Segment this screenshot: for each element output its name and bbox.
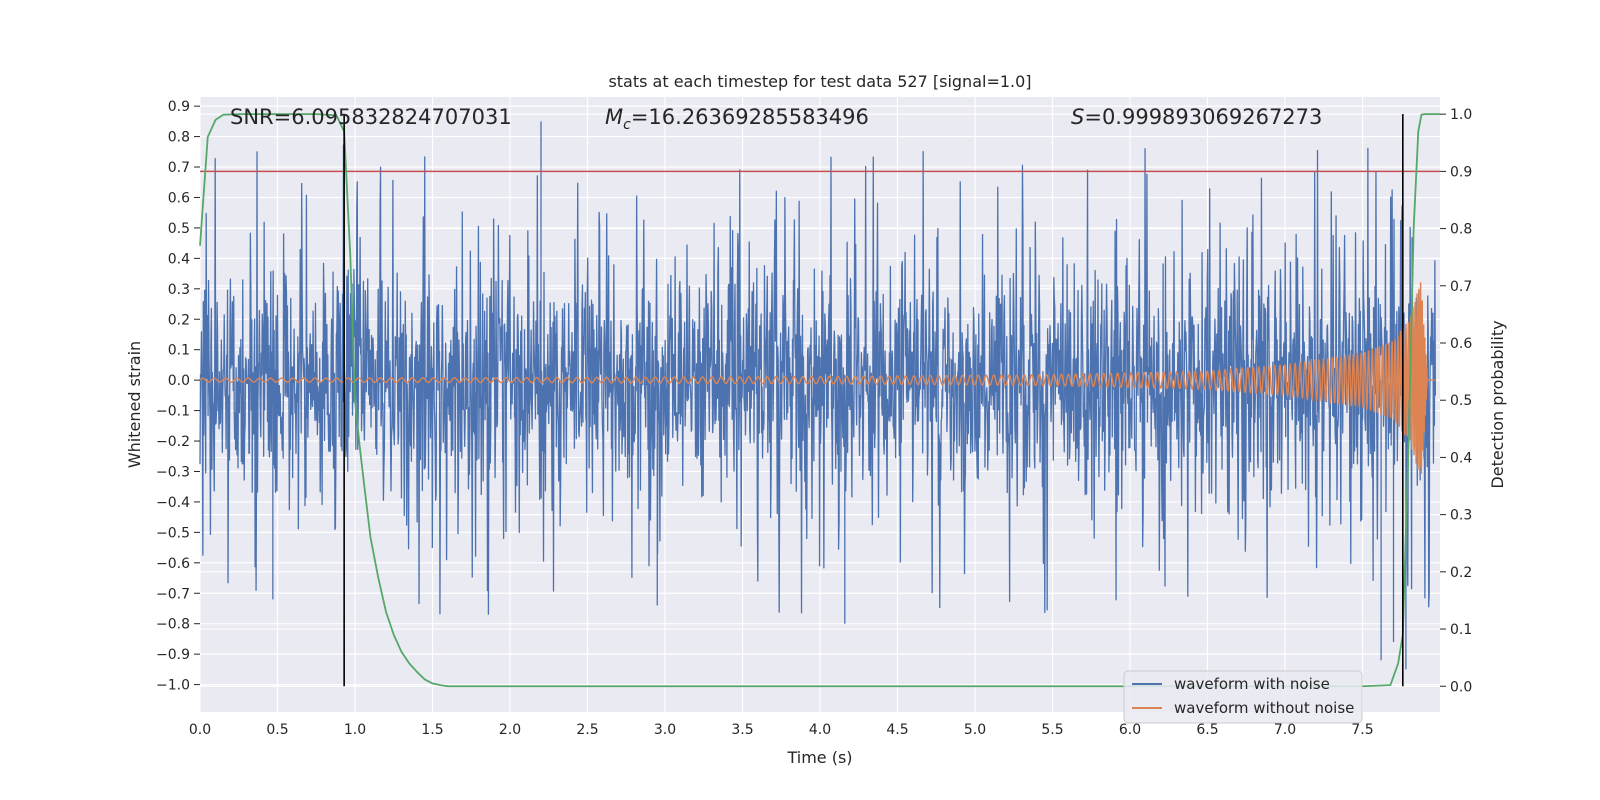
y-right-tick-label: 1.0 [1450, 107, 1472, 123]
y-tick-label: 0.3 [168, 282, 190, 298]
x-axis-label: Time (s) [786, 748, 852, 767]
y-right-tick-label: 0.7 [1450, 279, 1472, 295]
chirp-mass-annotation: Mc=16.26369285583496 [605, 105, 869, 133]
detection-probability-line [199, 113, 1440, 688]
chart-title: stats at each timestep for test data 527… [608, 72, 1031, 91]
x-tick-label: 2.5 [576, 722, 598, 738]
vertical-markers [343, 114, 1404, 687]
y-tick-label: 0.5 [168, 221, 190, 237]
series-waveform-without-noise [199, 282, 1436, 474]
y-right-tick-label: 0.6 [1450, 336, 1472, 352]
x-tick-label: 5.5 [1041, 722, 1063, 738]
y-right-tick-label: 0.2 [1450, 565, 1472, 581]
y-tick-label: −0.8 [156, 617, 190, 633]
y-axis-right: 1.0 0.9 0.8 0.7 0.6 0.5 0.4 0.3 0.2 0.1 0.0 [1440, 107, 1472, 695]
y-tick-label: −0.4 [156, 495, 190, 511]
x-tick-label: 1.5 [421, 722, 443, 738]
chirp-mass-symbol: M [605, 105, 623, 129]
x-tick-label: 4.5 [886, 722, 908, 738]
snr-annotation: SNR=6.095832824707031 [230, 105, 512, 129]
x-tick-label: 4.0 [809, 722, 831, 738]
y-tick-label: 0.2 [168, 312, 190, 328]
x-tick-label: 3.0 [654, 722, 676, 738]
x-tick-label: 0.0 [189, 722, 211, 738]
x-tick-label: 1.0 [344, 722, 366, 738]
legend-label-waveform-without-noise: waveform without noise [1174, 699, 1354, 717]
statistic-value: =0.999893069267273 [1084, 105, 1322, 129]
x-tick-label: 3.5 [731, 722, 753, 738]
y-tick-label: 0.7 [168, 160, 190, 176]
y-right-tick-label: 0.4 [1450, 450, 1472, 466]
y-right-tick-label: 0.5 [1450, 393, 1472, 409]
x-tick-label: 0.5 [266, 722, 288, 738]
chirp-mass-value: =16.26369285583496 [631, 105, 869, 129]
y-tick-label: −0.2 [156, 434, 190, 450]
y-tick-label: −0.1 [156, 404, 190, 420]
y-right-tick-label: 0.1 [1450, 622, 1472, 638]
y-tick-label: −0.6 [156, 556, 190, 572]
y-tick-label: 0.0 [168, 373, 190, 389]
y-tick-label: 0.9 [168, 99, 190, 115]
y-tick-label: −0.9 [156, 647, 190, 663]
series-detection-probability [199, 113, 1440, 688]
y-tick-label: 0.8 [168, 130, 190, 146]
legend-label-waveform-with-noise: waveform with noise [1174, 675, 1330, 693]
legend: waveform with noise waveform without noi… [1123, 670, 1363, 724]
y-tick-label: 0.4 [168, 251, 190, 267]
y-right-tick-label: 0.0 [1450, 679, 1472, 695]
y-tick-label: −0.3 [156, 464, 190, 480]
statistic-annotation: S=0.999893069267273 [1071, 105, 1322, 129]
y-tick-label: 0.1 [168, 343, 190, 359]
chirp-mass-subscript: c [623, 117, 631, 133]
x-tick-label: 2.0 [499, 722, 521, 738]
x-tick-label: 7.5 [1351, 722, 1373, 738]
y-right-tick-label: 0.3 [1450, 508, 1472, 524]
y-axis-left: 0.9 0.8 0.7 0.6 0.5 0.4 0.3 0.2 0.1 0.0 −0.1 −0.2 −0… [156, 99, 200, 694]
clean-waveform-line [199, 282, 1436, 474]
x-tick-label: 6.0 [1119, 722, 1141, 738]
x-axis: 0.0 0.5 1.0 1.5 2.0 2.5 3.0 3.5 4.0 4.5 5.0 5.5 6.0 6… [189, 722, 1374, 738]
x-tick-label: 5.0 [964, 722, 986, 738]
y-axis-label: Whitened strain [125, 341, 144, 468]
y-axis-right-label: Detection probability [1488, 320, 1507, 488]
y-tick-label: 0.6 [168, 190, 190, 206]
y-tick-label: −1.0 [156, 678, 190, 694]
y-right-tick-label: 0.9 [1450, 164, 1472, 180]
y-right-tick-label: 0.8 [1450, 222, 1472, 238]
legend-box [1123, 670, 1363, 724]
y-tick-label: −0.5 [156, 525, 190, 541]
x-tick-label: 6.5 [1196, 722, 1218, 738]
x-tick-label: 7.0 [1274, 722, 1296, 738]
statistic-symbol: S [1071, 105, 1084, 129]
y-tick-label: −0.7 [156, 586, 190, 602]
